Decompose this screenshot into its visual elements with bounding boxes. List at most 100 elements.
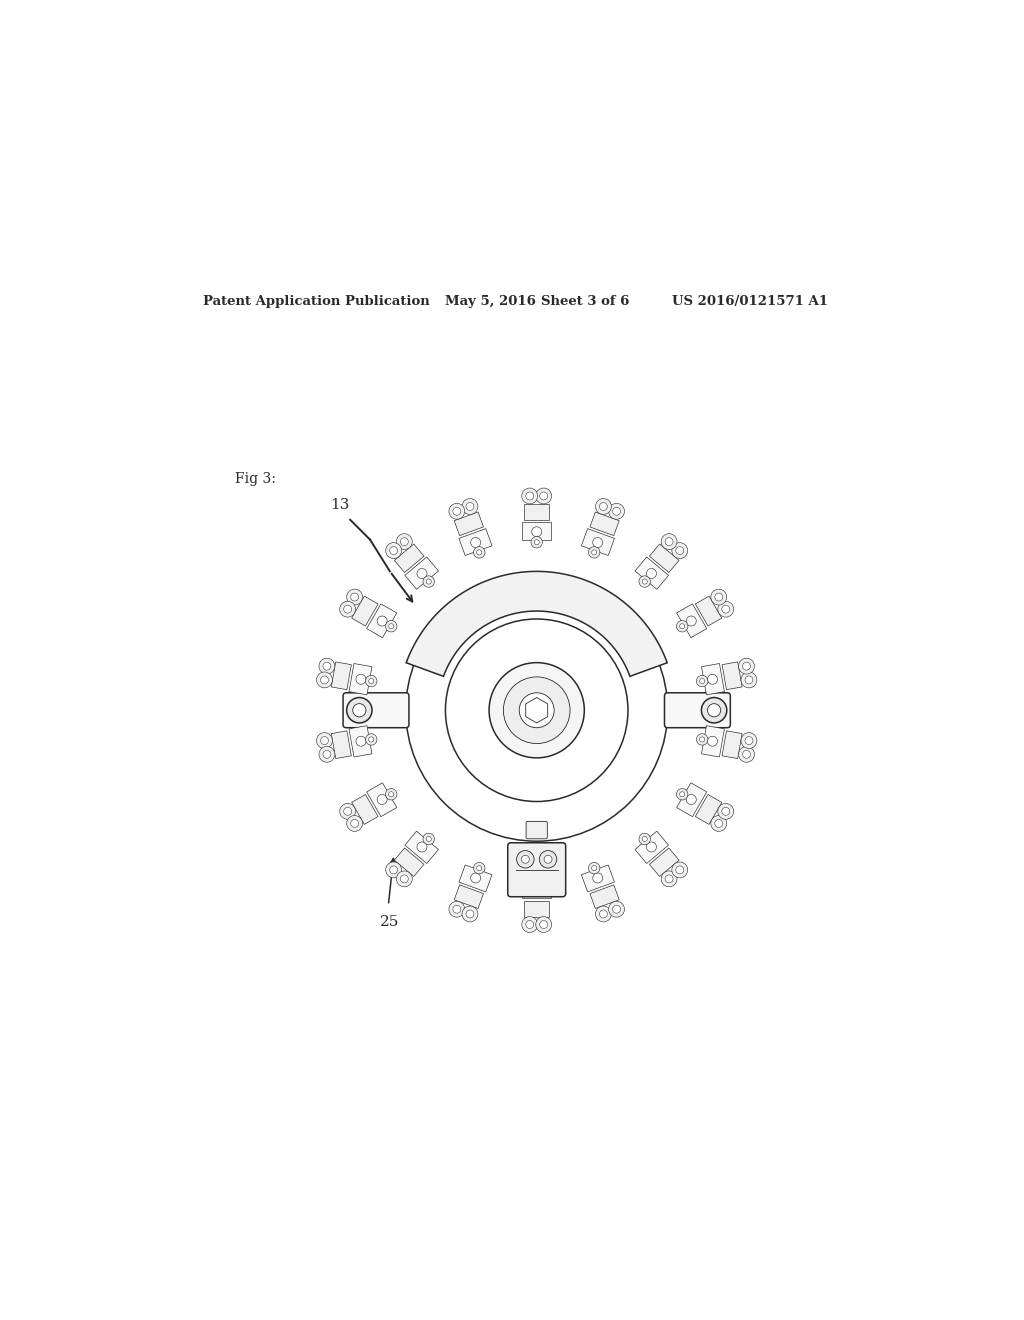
Circle shape [344, 808, 351, 816]
Circle shape [316, 733, 333, 748]
Circle shape [347, 816, 362, 832]
Circle shape [742, 663, 751, 671]
Circle shape [701, 697, 727, 723]
Polygon shape [522, 880, 551, 899]
Circle shape [449, 902, 465, 917]
Polygon shape [524, 900, 550, 916]
Polygon shape [582, 865, 614, 892]
Circle shape [390, 546, 397, 554]
Circle shape [715, 593, 723, 601]
Circle shape [738, 746, 755, 762]
Circle shape [535, 540, 540, 545]
Text: Fig 3:: Fig 3: [236, 473, 276, 486]
Circle shape [390, 866, 397, 874]
Circle shape [385, 788, 397, 800]
Circle shape [423, 833, 434, 845]
Circle shape [531, 883, 542, 894]
Circle shape [608, 902, 625, 917]
Circle shape [400, 875, 409, 883]
Circle shape [592, 866, 597, 871]
Circle shape [340, 804, 355, 820]
Circle shape [321, 676, 329, 684]
Circle shape [517, 850, 535, 869]
Circle shape [522, 488, 538, 504]
Circle shape [676, 546, 684, 554]
Circle shape [396, 533, 413, 549]
Polygon shape [522, 523, 551, 540]
Circle shape [741, 733, 757, 748]
Circle shape [453, 507, 461, 515]
Circle shape [662, 533, 677, 549]
Circle shape [462, 499, 478, 515]
Circle shape [593, 537, 603, 548]
Circle shape [344, 605, 351, 612]
Circle shape [377, 795, 387, 804]
Circle shape [642, 837, 647, 842]
Circle shape [453, 906, 461, 913]
Circle shape [377, 616, 387, 626]
Polygon shape [455, 512, 483, 536]
Polygon shape [332, 731, 351, 759]
Circle shape [711, 589, 727, 605]
Polygon shape [649, 847, 679, 876]
Circle shape [352, 704, 366, 717]
Circle shape [473, 546, 485, 558]
Circle shape [385, 620, 397, 632]
Polygon shape [649, 544, 679, 573]
Circle shape [639, 576, 650, 587]
Circle shape [708, 737, 718, 746]
Circle shape [323, 663, 331, 671]
Circle shape [504, 677, 570, 743]
Circle shape [599, 503, 607, 511]
Polygon shape [525, 697, 548, 723]
Polygon shape [455, 884, 483, 908]
Polygon shape [524, 504, 550, 520]
Circle shape [466, 909, 474, 917]
Circle shape [715, 820, 723, 828]
Circle shape [389, 623, 394, 628]
Circle shape [531, 536, 543, 548]
Circle shape [426, 579, 431, 585]
Circle shape [589, 862, 600, 874]
Circle shape [396, 871, 413, 887]
Circle shape [646, 569, 656, 578]
Circle shape [680, 792, 685, 797]
Circle shape [639, 833, 650, 845]
Circle shape [489, 663, 585, 758]
Circle shape [680, 623, 685, 628]
Polygon shape [582, 528, 614, 556]
Polygon shape [635, 832, 669, 863]
Circle shape [426, 837, 431, 842]
Circle shape [696, 676, 708, 686]
Circle shape [531, 527, 542, 537]
Polygon shape [677, 783, 707, 817]
Polygon shape [394, 544, 424, 573]
Circle shape [708, 704, 721, 717]
Circle shape [350, 593, 358, 601]
Circle shape [677, 620, 688, 632]
Circle shape [356, 737, 366, 746]
FancyBboxPatch shape [508, 842, 565, 896]
Circle shape [417, 842, 427, 851]
Circle shape [406, 579, 668, 841]
Circle shape [369, 737, 374, 742]
Text: Sheet 3 of 6: Sheet 3 of 6 [541, 296, 629, 308]
Circle shape [662, 871, 677, 887]
Circle shape [476, 550, 482, 554]
Circle shape [608, 503, 625, 519]
Circle shape [686, 616, 696, 626]
Circle shape [722, 605, 730, 612]
Circle shape [473, 862, 485, 874]
Circle shape [445, 619, 628, 801]
Circle shape [340, 601, 355, 616]
Polygon shape [349, 664, 372, 694]
Circle shape [699, 678, 705, 684]
Circle shape [471, 537, 480, 548]
Circle shape [323, 750, 331, 758]
Circle shape [672, 543, 688, 558]
Text: Patent Application Publication: Patent Application Publication [204, 296, 430, 308]
Circle shape [544, 855, 552, 863]
Circle shape [347, 589, 362, 605]
Circle shape [318, 746, 335, 762]
Text: 13: 13 [331, 498, 350, 512]
